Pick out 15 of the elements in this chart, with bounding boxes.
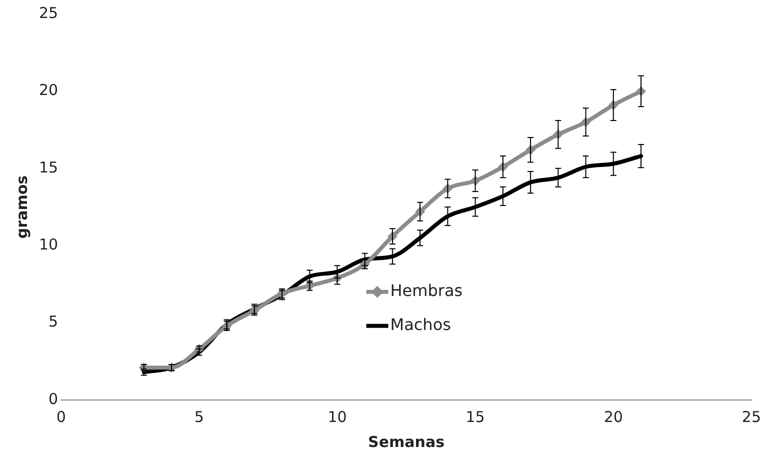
x-axis-title: Semanas [368, 432, 445, 451]
x-tick-label: 15 [466, 408, 485, 426]
x-tick-label: 5 [194, 408, 204, 426]
y-tick-label: 0 [48, 390, 58, 408]
x-tick-label: 25 [742, 408, 762, 426]
legend-label: Hembras [390, 281, 463, 300]
y-tick-label: 20 [38, 81, 58, 100]
x-tick-label: 10 [328, 408, 347, 426]
y-tick-label: 25 [38, 4, 58, 22]
y-tick-label: 15 [38, 158, 58, 176]
x-tick-label: 20 [604, 408, 623, 426]
y-axis-title: gramos [12, 175, 31, 239]
y-tick-label: 10 [38, 235, 58, 254]
y-tick-label: 5 [48, 312, 58, 331]
legend-label: Machos [390, 315, 451, 334]
